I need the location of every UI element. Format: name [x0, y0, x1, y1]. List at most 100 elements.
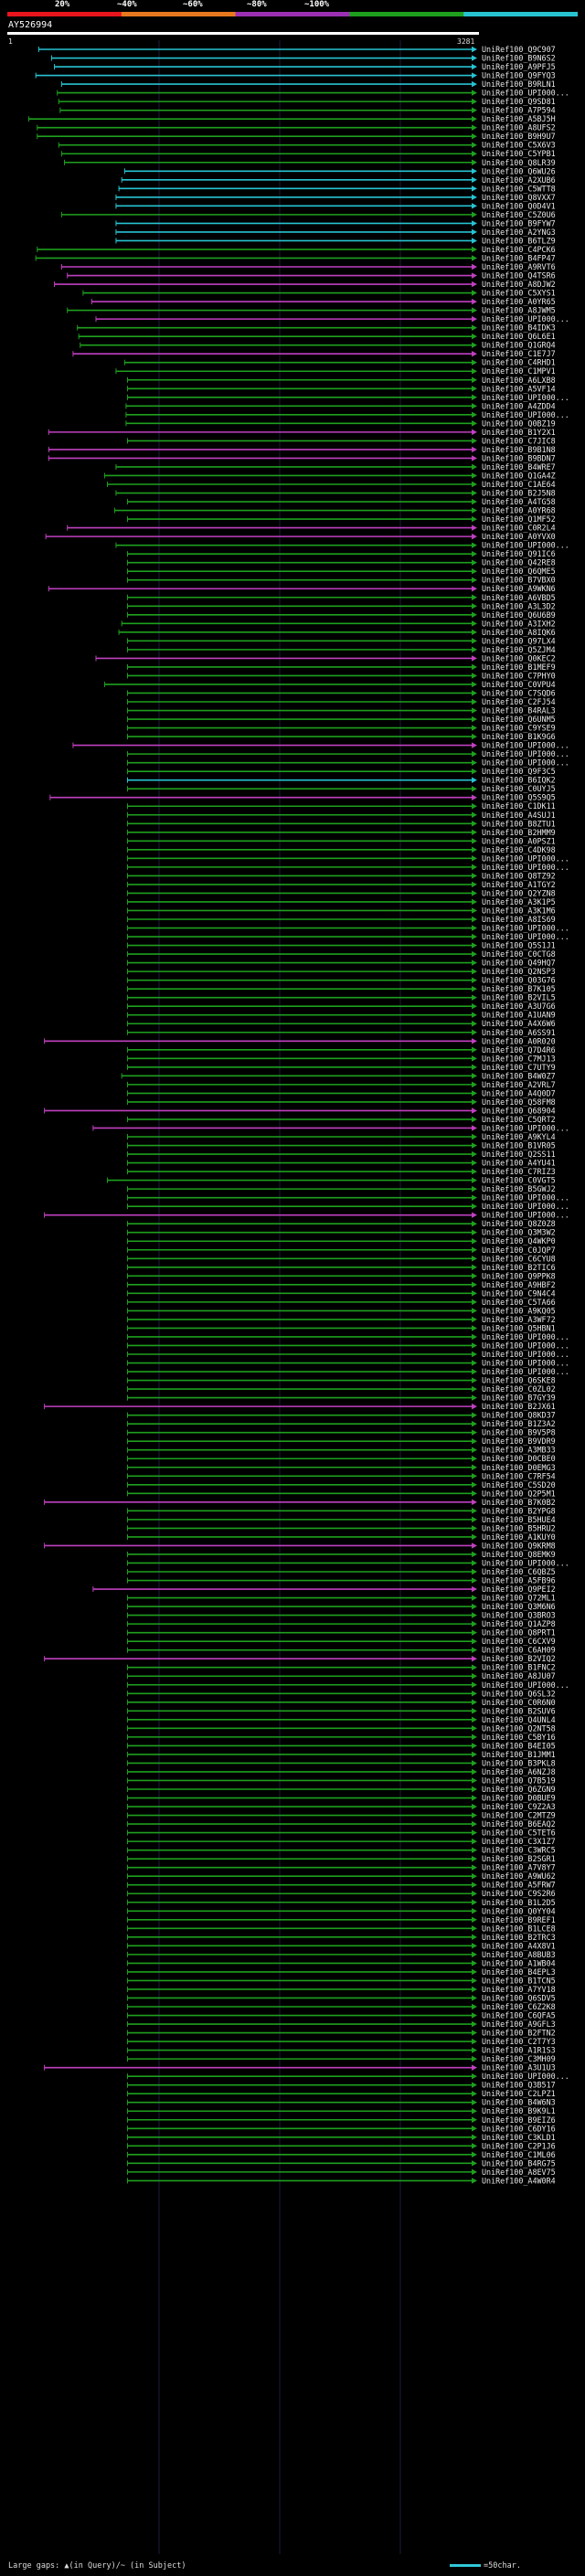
hit-label[interactable]: UniRef100_UPI000... [482, 1680, 569, 1690]
hit-label[interactable]: UniRef100_A5VF14 [482, 384, 556, 393]
hit-label[interactable]: UniRef100_UPI000... [482, 932, 569, 941]
hit-label[interactable]: UniRef100_A9RVT6 [482, 262, 556, 271]
hit-label[interactable]: UniRef100_C1E7J7 [482, 349, 556, 358]
hit-label[interactable]: UniRef100_B7K0B2 [482, 1498, 556, 1507]
hit-label[interactable]: UniRef100_C0R6N0 [482, 1698, 556, 1707]
hit-label[interactable]: UniRef100_A4TG58 [482, 497, 556, 506]
hit-label[interactable]: UniRef100_B1L2D5 [482, 1898, 556, 1907]
hit-label[interactable]: UniRef100_C1MPV1 [482, 366, 556, 376]
hit-label[interactable]: UniRef100_C9S2R6 [482, 1889, 556, 1898]
hit-label[interactable]: UniRef100_B1TCN5 [482, 1976, 556, 1985]
hit-label[interactable]: UniRef100_A8JWM5 [482, 306, 556, 315]
hit-label[interactable]: UniRef100_A9HBF2 [482, 1280, 556, 1289]
hit-label[interactable]: UniRef100_A8EV75 [482, 2168, 556, 2177]
hit-label[interactable]: UniRef100_A0YR68 [482, 506, 556, 515]
hit-label[interactable]: UniRef100_A1KUY0 [482, 1532, 556, 1542]
hit-label[interactable]: UniRef100_B9V5P8 [482, 1428, 556, 1437]
hit-label[interactable]: UniRef100_Q1GA4Z [482, 471, 556, 480]
hit-label[interactable]: UniRef100_A4W0R4 [482, 2176, 556, 2185]
hit-label[interactable]: UniRef100_A6VBD5 [482, 593, 556, 602]
hit-label[interactable]: UniRef100_C1ML06 [482, 2150, 556, 2159]
hit-label[interactable]: UniRef100_B5HUE4 [482, 1515, 556, 1524]
hit-label[interactable]: UniRef100_Q2YZN8 [482, 888, 556, 897]
hit-label[interactable]: UniRef100_C0JQP7 [482, 1246, 556, 1255]
hit-label[interactable]: UniRef100_Q6SL32 [482, 1689, 556, 1698]
hit-label[interactable]: UniRef100_A8BUB3 [482, 1950, 556, 1959]
hit-label[interactable]: UniRef100_Q68904 [482, 1106, 556, 1115]
hit-label[interactable]: UniRef100_C9YSE9 [482, 724, 556, 733]
hit-label[interactable]: UniRef100_A3K1P5 [482, 897, 556, 906]
hit-label[interactable]: UniRef100_A3WF72 [482, 1315, 556, 1324]
hit-label[interactable]: UniRef100_Q5S1J1 [482, 941, 556, 950]
hit-label[interactable]: UniRef100_A5FRW7 [482, 1881, 556, 1890]
hit-label[interactable]: UniRef100_D0EMG3 [482, 1463, 556, 1472]
hit-label[interactable]: UniRef100_C7RIZ3 [482, 1167, 556, 1176]
hit-label[interactable]: UniRef100_B7GY39 [482, 1394, 556, 1403]
hit-label[interactable]: UniRef100_Q6SDV5 [482, 1993, 556, 2002]
hit-label[interactable]: UniRef100_B2SUV6 [482, 1706, 556, 1715]
hit-label[interactable]: UniRef100_B4EPL3 [482, 1967, 556, 1977]
hit-label[interactable]: UniRef100_A2XUB6 [482, 175, 556, 185]
hit-label[interactable]: UniRef100_B6TLZ9 [482, 236, 556, 245]
hit-label[interactable]: UniRef100_C2FJ54 [482, 697, 556, 706]
hit-label[interactable]: UniRef100_C4PCK6 [482, 245, 556, 254]
hit-label[interactable]: UniRef100_B1LCE8 [482, 1924, 556, 1933]
hit-label[interactable]: UniRef100_B1VR05 [482, 1141, 556, 1150]
hit-label[interactable]: UniRef100_C3MH09 [482, 2054, 556, 2063]
hit-label[interactable]: UniRef100_Q9SD81 [482, 97, 556, 106]
hit-label[interactable]: UniRef100_A0YVX0 [482, 532, 556, 541]
hit-label[interactable]: UniRef100_UPI000... [482, 410, 569, 419]
hit-label[interactable]: UniRef100_C6Z2K8 [482, 2002, 556, 2011]
hit-label[interactable]: UniRef100_UPI000... [482, 393, 569, 402]
hit-label[interactable]: UniRef100_A1R1S3 [482, 2046, 556, 2055]
hit-label[interactable]: UniRef100_B3PKL8 [482, 1758, 556, 1767]
hit-label[interactable]: UniRef100_Q4WKP0 [482, 1236, 556, 1246]
hit-label[interactable]: UniRef100_C6CYU8 [482, 1254, 556, 1263]
hit-label[interactable]: UniRef100_UPI000... [482, 1202, 569, 1211]
hit-label[interactable]: UniRef100_UPI000... [482, 1350, 569, 1359]
hit-label[interactable]: UniRef100_A4ZDD4 [482, 401, 556, 410]
hit-label[interactable]: UniRef100_A8IS69 [482, 915, 556, 924]
hit-label[interactable]: UniRef100_B9RLN1 [482, 80, 556, 89]
hit-label[interactable]: UniRef100_Q2NSP3 [482, 967, 556, 976]
hit-label[interactable]: UniRef100_A1TGY2 [482, 880, 556, 889]
hit-label[interactable]: UniRef100_Q7D4R6 [482, 1045, 556, 1055]
hit-label[interactable]: UniRef100_Q42RE8 [482, 558, 556, 567]
hit-label[interactable]: UniRef100_A7YV18 [482, 1985, 556, 1994]
hit-label[interactable]: UniRef100_Q6SKE8 [482, 1376, 556, 1385]
hit-label[interactable]: UniRef100_B4W0Z7 [482, 1071, 556, 1080]
hit-label[interactable]: UniRef100_Q0BZ19 [482, 419, 556, 428]
hit-label[interactable]: UniRef100_A0R020 [482, 1036, 556, 1045]
hit-label[interactable]: UniRef100_Q2NT58 [482, 1723, 556, 1733]
hit-label[interactable]: UniRef100_Q6WU26 [482, 166, 556, 175]
hit-label[interactable]: UniRef100_UPI000... [482, 1359, 569, 1368]
hit-label[interactable]: UniRef100_B9K9L1 [482, 2106, 556, 2115]
hit-label[interactable]: UniRef100_A6SS91 [482, 1028, 556, 1037]
hit-label[interactable]: UniRef100_Q97LX4 [482, 636, 556, 645]
hit-label[interactable]: UniRef100_A7V8Y7 [482, 1863, 556, 1872]
hit-label[interactable]: UniRef100_C5TA66 [482, 1298, 556, 1307]
hit-label[interactable]: UniRef100_B2VIL5 [482, 993, 556, 1002]
hit-label[interactable]: UniRef100_A6NZJ8 [482, 1767, 556, 1776]
hit-label[interactable]: UniRef100_B4IDK3 [482, 323, 556, 333]
hit-label[interactable]: UniRef100_A3U7G6 [482, 1002, 556, 1011]
hit-label[interactable]: UniRef100_C2P1J6 [482, 2141, 556, 2150]
hit-label[interactable]: UniRef100_C6QBZ5 [482, 1567, 556, 1576]
hit-label[interactable]: UniRef100_B9FYW7 [482, 218, 556, 228]
hit-label[interactable]: UniRef100_Q1AZP8 [482, 1619, 556, 1628]
hit-label[interactable]: UniRef100_B2FTN2 [482, 2029, 556, 2038]
hit-label[interactable]: UniRef100_Q6UNM5 [482, 715, 556, 724]
hit-label[interactable]: UniRef100_Q8Z0Z8 [482, 1219, 556, 1228]
hit-label[interactable]: UniRef100_B7K105 [482, 984, 556, 993]
hit-label[interactable]: UniRef100_Q49HQ7 [482, 959, 556, 968]
hit-label[interactable]: UniRef100_Q3B517 [482, 2081, 556, 2090]
hit-label[interactable]: UniRef100_A3L3D2 [482, 601, 556, 610]
hit-label[interactable]: UniRef100_A2YNG3 [482, 228, 556, 237]
hit-label[interactable]: UniRef100_B6EAQ2 [482, 1819, 556, 1829]
hit-label[interactable]: UniRef100_C6AH09 [482, 1646, 556, 1655]
hit-label[interactable]: UniRef100_A3U1U3 [482, 2063, 556, 2072]
hit-label[interactable]: UniRef100_B2YPG8 [482, 1506, 556, 1515]
hit-label[interactable]: UniRef100_A6LXB8 [482, 376, 556, 385]
hit-label[interactable]: UniRef100_B1Z3A2 [482, 1419, 556, 1428]
hit-label[interactable]: UniRef100_Q1MF52 [482, 514, 556, 524]
